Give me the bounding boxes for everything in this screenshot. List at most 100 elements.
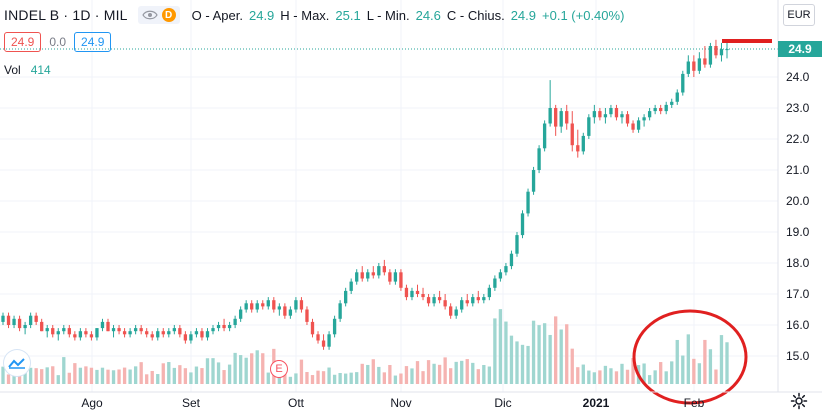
candle-body[interactable]: [670, 101, 674, 105]
candle-body[interactable]: [178, 328, 182, 335]
candle-body[interactable]: [404, 287, 409, 298]
candle-body[interactable]: [664, 104, 668, 112]
candle-body[interactable]: [454, 309, 458, 316]
candle-body[interactable]: [554, 108, 558, 127]
candle-body[interactable]: [23, 325, 27, 329]
candle-body[interactable]: [40, 321, 44, 332]
candle-body[interactable]: [117, 328, 121, 332]
candle-body[interactable]: [250, 303, 254, 310]
candle-body[interactable]: [28, 315, 33, 325]
candle-body[interactable]: [299, 300, 304, 310]
candle-body[interactable]: [343, 290, 348, 304]
candle-body[interactable]: [437, 297, 442, 301]
candle-body[interactable]: [520, 213, 525, 236]
candle-body[interactable]: [332, 318, 337, 335]
candle-body[interactable]: [592, 111, 597, 118]
candle-body[interactable]: [526, 191, 530, 214]
candle-body[interactable]: [421, 294, 425, 298]
candle-body[interactable]: [150, 334, 154, 338]
candle-body[interactable]: [283, 306, 287, 316]
candle-body[interactable]: [106, 321, 110, 332]
candle-body[interactable]: [393, 272, 398, 282]
candle-body[interactable]: [366, 272, 370, 279]
candle-body[interactable]: [476, 297, 480, 301]
candle-body[interactable]: [415, 290, 420, 294]
candle-body[interactable]: [294, 300, 298, 310]
candle-body[interactable]: [89, 334, 94, 338]
candle-body[interactable]: [62, 328, 66, 332]
candle-body[interactable]: [570, 123, 574, 146]
candle-body[interactable]: [659, 108, 663, 112]
candle-body[interactable]: [139, 328, 143, 332]
candle-body[interactable]: [620, 114, 624, 118]
candle-body[interactable]: [122, 331, 127, 335]
candle-body[interactable]: [172, 328, 176, 332]
candle-body[interactable]: [460, 300, 464, 310]
candle-body[interactable]: [537, 148, 541, 170]
candle-body[interactable]: [316, 334, 320, 341]
ellipse-annotation[interactable]: [632, 309, 748, 405]
candle-body[interactable]: [56, 331, 60, 335]
candle-body[interactable]: [603, 114, 608, 118]
delayed-data-badge[interactable]: D: [161, 8, 176, 22]
candle-body[interactable]: [1, 315, 5, 322]
candle-body[interactable]: [515, 235, 519, 254]
candle-body[interactable]: [156, 331, 160, 338]
candle-body[interactable]: [531, 170, 536, 192]
candle-body[interactable]: [244, 303, 248, 310]
visibility-toggle[interactable]: D: [137, 6, 180, 24]
candle-body[interactable]: [6, 315, 11, 325]
candle-body[interactable]: [222, 325, 226, 329]
candle-body[interactable]: [399, 272, 403, 288]
candle-body[interactable]: [261, 303, 265, 307]
candle-body[interactable]: [410, 290, 414, 298]
candle-body[interactable]: [327, 334, 331, 347]
candle-body[interactable]: [703, 58, 707, 65]
candle-body[interactable]: [34, 315, 38, 322]
candle-body[interactable]: [255, 303, 259, 310]
candle-body[interactable]: [443, 300, 447, 307]
candle-body[interactable]: [697, 58, 702, 71]
time-axis[interactable]: Ago Set Ott Nov Dic 2021 Feb: [81, 396, 704, 410]
candle-body[interactable]: [51, 328, 55, 335]
candle-body[interactable]: [17, 318, 22, 329]
candle-body[interactable]: [426, 297, 431, 304]
candle-body[interactable]: [565, 111, 569, 124]
candle-body[interactable]: [487, 287, 492, 298]
candle-body[interactable]: [686, 61, 690, 74]
candle-body[interactable]: [614, 108, 619, 118]
candle-body[interactable]: [183, 334, 188, 341]
candle-body[interactable]: [189, 334, 193, 341]
candle-body[interactable]: [288, 309, 293, 316]
candle-body[interactable]: [498, 272, 503, 279]
candle-body[interactable]: [719, 49, 724, 56]
candle-body[interactable]: [45, 328, 49, 332]
sell-price-button[interactable]: 24.9: [4, 32, 42, 52]
candle-body[interactable]: [653, 108, 657, 112]
candle-body[interactable]: [233, 318, 237, 325]
candle-body[interactable]: [493, 278, 497, 288]
candle-body[interactable]: [647, 111, 652, 118]
candle-body[interactable]: [321, 340, 326, 347]
candle-body[interactable]: [133, 328, 138, 332]
candle-body[interactable]: [167, 331, 171, 335]
candle-body[interactable]: [432, 297, 436, 304]
buy-price-button[interactable]: 24.9: [74, 32, 112, 52]
candle-body[interactable]: [708, 46, 713, 65]
candle-body[interactable]: [355, 272, 359, 282]
candle-body[interactable]: [388, 272, 392, 282]
candle-body[interactable]: [205, 331, 210, 338]
candle-body[interactable]: [559, 111, 563, 127]
candle-body[interactable]: [587, 117, 591, 136]
candle-body[interactable]: [227, 325, 232, 329]
candle-body[interactable]: [449, 306, 453, 316]
tradingview-logo-icon[interactable]: [4, 350, 30, 376]
candle-body[interactable]: [338, 303, 342, 319]
candle-body[interactable]: [581, 135, 585, 152]
candle-body[interactable]: [509, 253, 514, 267]
candle-body[interactable]: [609, 108, 613, 115]
symbol-title[interactable]: INDEL B · 1D · MIL: [4, 7, 128, 23]
candle-body[interactable]: [576, 145, 580, 152]
candle-body[interactable]: [305, 309, 309, 322]
candle-body[interactable]: [194, 331, 199, 335]
